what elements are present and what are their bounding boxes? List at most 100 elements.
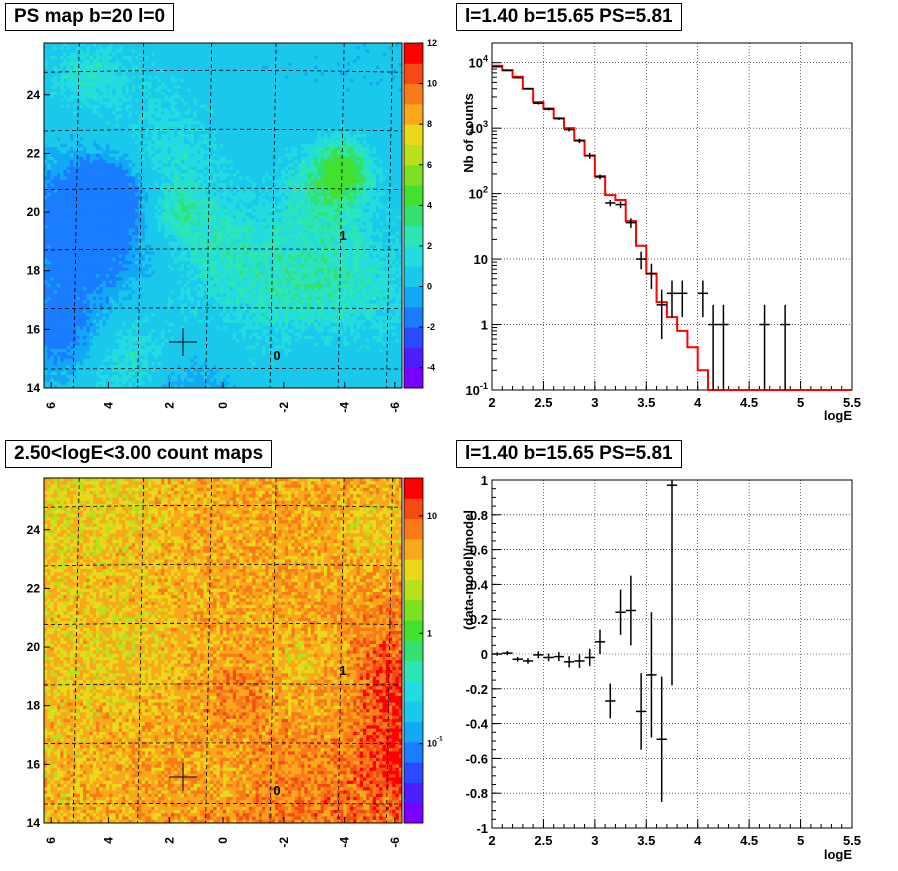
colorbar-frame: [403, 42, 424, 389]
colorbar-swatch: [404, 245, 423, 267]
x-tick-label: 4: [101, 837, 115, 844]
grid-line-meridian: [72, 42, 80, 389]
colorbar-swatch: [404, 680, 423, 702]
y-tick-label: 14: [27, 381, 41, 395]
grid-line-parallel: [43, 307, 403, 310]
x-tick-label: 6: [44, 402, 58, 409]
grid-line-meridian: [137, 477, 145, 824]
y-tick-label: -1: [476, 821, 488, 836]
grid-line-parallel: [43, 622, 403, 626]
y-tick-label: 10: [474, 252, 488, 267]
grid-line-parallel: [43, 128, 403, 132]
residual-panel: 2 2.5 3 3.5 4 4.5 5 5.5 -1 -0.8 -0.6 -0.4 -0.2 0 0.2 0.…: [449, 435, 898, 870]
colorbar-swatch: [404, 538, 423, 560]
grid-line-meridian: [386, 477, 393, 824]
spectrum-title: l=1.40 b=15.65 PS=5.81: [456, 3, 682, 31]
y-axis-label: (data-model)/model: [461, 510, 476, 630]
colorbar-swatch: [404, 327, 423, 348]
y-tick-label: -0.8: [466, 786, 488, 801]
plot-frame: [491, 42, 853, 391]
x-tick-label: 2: [162, 837, 176, 844]
residual-plot: 2 2.5 3 3.5 4 4.5 5 5.5 -1 -0.8 -0.6 -0.4 -0.2 0 0.2 0.…: [461, 473, 861, 862]
colorbar-swatch: [404, 164, 423, 186]
y-tick-label: 0: [481, 647, 488, 662]
colorbar-tick-label: 10: [427, 511, 437, 521]
colorbar-tick-label: 1: [427, 628, 432, 638]
grid-line-meridian: [205, 42, 213, 389]
colorbar-swatch: [404, 721, 423, 743]
y-tick-label: 16: [27, 757, 41, 771]
colorbar-swatch: [404, 63, 423, 85]
x-tick-label: 3: [591, 395, 598, 410]
x-tick-label: 4.5: [740, 395, 758, 410]
x-tick-label: 2.5: [534, 395, 552, 410]
grid-line-parallel: [43, 69, 403, 73]
map-annotation-label: 0: [273, 348, 280, 363]
x-tick-label: 0: [216, 837, 230, 844]
colorbar-swatch: [404, 266, 423, 288]
y-tick-label: 104: [468, 54, 488, 71]
y-tick-label: 14: [27, 816, 41, 830]
y-tick-label: 10-1: [465, 381, 488, 398]
colorbar: -4 -2 0 2 4 6 8 10 12: [403, 38, 437, 389]
colorbar-swatch: [404, 103, 423, 125]
y-tick-label: 18: [27, 264, 41, 278]
y-tick-label: 0.8: [470, 508, 488, 523]
residual-title: l=1.40 b=15.65 PS=5.81: [456, 440, 682, 468]
colorbar-swatch: [404, 347, 423, 369]
model-histogram-line: [492, 64, 852, 391]
map-annotation-label: 1: [339, 228, 346, 243]
grid-line-parallel: [43, 187, 403, 191]
count-map-title: 2.50<logE<3.00 count maps: [5, 440, 273, 468]
grid-line-parallel: [43, 803, 403, 805]
colorbar-swatch: [404, 741, 423, 763]
grid-line-parallel: [43, 248, 403, 251]
x-tick-label: 6: [44, 837, 58, 844]
grid-line-meridian: [205, 477, 213, 824]
colorbar-tick-label: 8: [427, 119, 432, 129]
map-annotation-label: 1: [339, 663, 346, 678]
grid-line-meridian: [72, 477, 80, 824]
y-axis-label: Nb of counts: [461, 93, 476, 172]
x-tick-label: -6: [388, 837, 402, 848]
y-tick-label: 24: [27, 88, 41, 102]
colorbar-swatch: [404, 518, 423, 540]
ps-map-title: PS map b=20 l=0: [5, 3, 175, 31]
colorbar-swatch: [404, 559, 423, 580]
colorbar-swatch: [404, 286, 423, 308]
y-tick-label: -0.4: [466, 717, 489, 732]
colorbar-frame: [403, 477, 424, 824]
ps-map-panel: 6 4 2 0 -2 -4 -6 14 16 18 20 22 24 1 0 -4 -2 0 2 4 6 8 10 12 PS…: [0, 0, 449, 435]
heatmap-cells: [44, 478, 403, 824]
grid-line-meridian: [269, 42, 277, 389]
grid-line-parallel: [43, 683, 403, 686]
x-tick-label: 5.5: [843, 395, 861, 410]
colorbar-tick-label: 6: [427, 160, 432, 170]
grid-line-meridian: [337, 477, 345, 824]
colorbar-swatch: [404, 762, 423, 783]
x-tick-label: 4: [694, 395, 702, 410]
grid-line-parallel: [43, 504, 403, 508]
colorbar-swatch: [404, 599, 423, 621]
colorbar-swatch: [404, 225, 423, 247]
x-tick-label: -4: [338, 402, 352, 413]
x-axis-label: logE: [824, 847, 852, 862]
y-tick-label: 0.6: [470, 543, 488, 558]
grid-line-meridian: [269, 477, 277, 824]
colorbar-swatch: [404, 579, 423, 601]
colorbar-swatch: [404, 205, 423, 227]
y-tick-label: 20: [27, 640, 41, 654]
x-tick-label: -2: [277, 837, 291, 848]
colorbar-swatch: [404, 144, 423, 166]
colorbar-tick-label: 10-1: [427, 736, 443, 749]
x-tick-label: 2: [162, 402, 176, 409]
residual-chart: 2 2.5 3 3.5 4 4.5 5 5.5 -1 -0.8 -0.6 -0.4 -0.2 0 0.2 0.…: [461, 473, 861, 862]
grid-line-meridian: [137, 42, 145, 389]
y-tick-label: -0.2: [466, 682, 488, 697]
colorbar-tick-label: -2: [427, 322, 435, 332]
x-tick-label: -2: [277, 402, 291, 413]
